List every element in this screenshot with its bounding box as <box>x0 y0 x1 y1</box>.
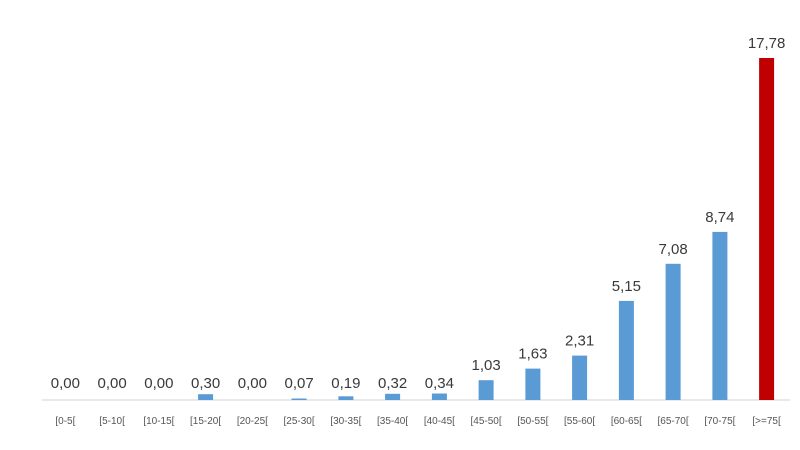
bar-7 <box>338 396 354 400</box>
x-tick-label-11: [50-55[ <box>517 416 548 427</box>
x-tick-label-16: [>=75[ <box>752 416 781 427</box>
bar-9 <box>431 393 447 400</box>
value-label-15: 8,74 <box>705 209 734 226</box>
value-label-6: 0,07 <box>284 375 313 392</box>
value-label-7: 0,19 <box>331 375 360 392</box>
x-tick-label-5: [20-25[ <box>237 416 268 427</box>
x-tick-label-12: [55-60[ <box>564 416 595 427</box>
bar-13 <box>618 300 634 400</box>
bar-12 <box>572 355 588 400</box>
x-tick-label-9: [40-45[ <box>424 416 455 427</box>
x-tick-label-4: [15-20[ <box>190 416 221 427</box>
x-tick-label-3: [10-15[ <box>143 416 174 427</box>
x-tick-label-14: [65-70[ <box>658 416 689 427</box>
bar-4 <box>198 394 214 400</box>
bar-11 <box>525 368 541 400</box>
value-labels-group: 0,00 0,00 0,00 0,30 0,00 0,07 0,19 0,32 0,34 1,03… <box>51 35 786 392</box>
value-label-5: 0,00 <box>238 375 267 392</box>
value-label-13: 5,15 <box>612 278 641 295</box>
value-label-4: 0,30 <box>191 375 220 392</box>
value-label-9: 0,34 <box>425 375 454 392</box>
bars-group <box>198 58 775 400</box>
value-label-14: 7,08 <box>658 241 687 258</box>
value-label-8: 0,32 <box>378 375 407 392</box>
value-label-16: 17,78 <box>748 35 786 52</box>
x-tick-label-1: [0-5[ <box>55 416 75 427</box>
value-label-1: 0,00 <box>51 375 80 392</box>
bar-14 <box>665 263 681 400</box>
bar-10 <box>478 380 494 400</box>
x-tick-label-6: [25-30[ <box>284 416 315 427</box>
value-label-11: 1,63 <box>518 346 547 363</box>
bar-6 <box>291 398 307 400</box>
x-tick-label-13: [60-65[ <box>611 416 642 427</box>
value-label-10: 1,03 <box>471 357 500 374</box>
bar-16 <box>759 58 775 400</box>
bar-8 <box>385 393 401 400</box>
bar-15 <box>712 231 728 400</box>
x-tick-label-8: [35-40[ <box>377 416 408 427</box>
x-tick-label-2: [5-10[ <box>99 416 125 427</box>
x-tick-labels-group: [0-5[ [5-10[ [10-15[ [15-20[ [20-25[ [25-30[ [… <box>55 416 781 427</box>
x-tick-label-10: [45-50[ <box>471 416 502 427</box>
x-tick-label-7: [30-35[ <box>330 416 361 427</box>
value-label-3: 0,00 <box>144 375 173 392</box>
value-label-12: 2,31 <box>565 333 594 350</box>
x-tick-label-15: [70-75[ <box>704 416 735 427</box>
value-label-2: 0,00 <box>97 375 126 392</box>
